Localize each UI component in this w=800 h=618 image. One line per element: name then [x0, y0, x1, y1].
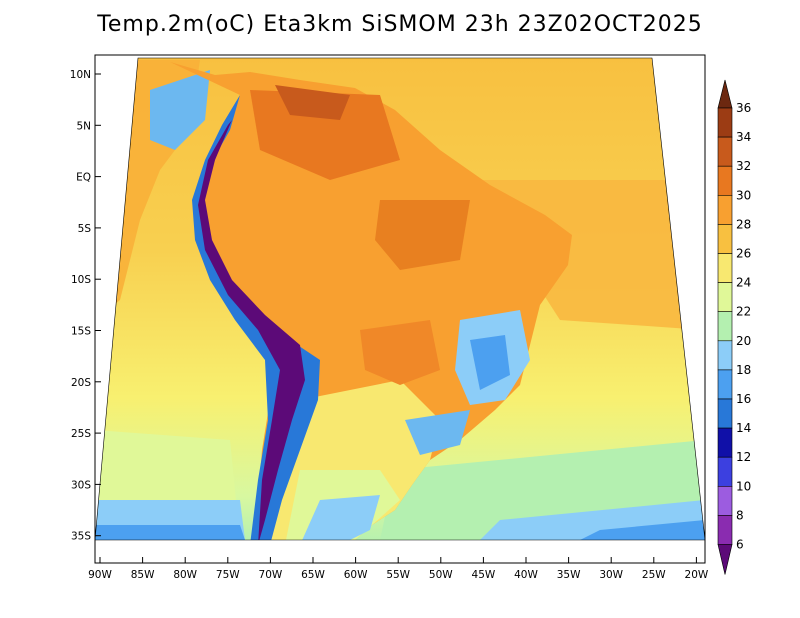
colorbar-label: 14 — [736, 421, 751, 435]
lon-tick-label: 20W — [685, 569, 709, 581]
colorbar-label: 26 — [736, 247, 751, 261]
lon-tick-label: 45W — [472, 569, 496, 581]
chart-title: Temp.2m(oC) Eta3km SiSMOM 23h 23Z02OCT20… — [97, 12, 703, 37]
colorbar-label: 22 — [736, 305, 751, 319]
colorbar-label: 30 — [736, 188, 751, 202]
colorbar-label: 8 — [736, 508, 744, 522]
lon-tick-label: 30W — [599, 569, 623, 581]
lon-tick-label: 40W — [514, 569, 538, 581]
lon-tick-label: 90W — [88, 569, 112, 581]
colorbar-label: 36 — [736, 101, 751, 115]
colorbar-label: 20 — [736, 334, 751, 348]
colorbar: 36 34 32 30 28 26 24 22 20 18 16 14 12 10 8 6 — [717, 79, 751, 575]
lat-tick-label: 20S — [71, 377, 91, 389]
colorbar-segment — [717, 398, 733, 429]
colorbar-segment — [717, 515, 733, 545]
colorbar-label: 24 — [736, 276, 751, 290]
colorbar-segment — [717, 107, 733, 138]
colorbar-label: 12 — [736, 450, 751, 464]
lon-tick-label: 70W — [259, 569, 283, 581]
lon-tick-label: 85W — [131, 569, 155, 581]
lat-tick-label: 15S — [71, 326, 91, 338]
lon-tick-label: 25W — [642, 569, 666, 581]
colorbar-label: 10 — [736, 479, 751, 493]
longitude-axis: 90W 85W 80W 75W 70W 65W 60W 55W 50W 45W 40W 35W 30W 2… — [88, 557, 709, 581]
lat-tick-label: 10S — [71, 274, 91, 286]
lon-tick-label: 55W — [386, 569, 410, 581]
colorbar-label: 34 — [736, 130, 751, 144]
colorbar-segment — [717, 224, 733, 254]
colorbar-segment — [717, 456, 733, 487]
colorbar-segment — [717, 485, 733, 516]
colorbar-max-arrow — [717, 79, 733, 109]
colorbar-label: 28 — [736, 217, 751, 231]
lat-tick-label: 30S — [71, 479, 91, 491]
lon-tick-label: 80W — [173, 569, 197, 581]
colorbar-segment — [717, 369, 733, 400]
colorbar-segment — [717, 427, 733, 458]
colorbar-segment — [717, 340, 733, 371]
colorbar-segment — [717, 253, 733, 283]
colorbar-segment — [717, 282, 733, 313]
lon-tick-label: 50W — [429, 569, 453, 581]
colorbar-segment — [717, 195, 733, 225]
lon-tick-label: 60W — [344, 569, 368, 581]
colorbar-label: 16 — [736, 392, 751, 406]
lon-tick-label: 35W — [557, 569, 581, 581]
lat-tick-label: 35S — [71, 531, 91, 543]
lat-tick-label: 5S — [78, 223, 92, 235]
latitude-axis: 10N 5N EQ 5S 10S 15S 20S 25S 30S 35S — [70, 69, 101, 543]
lon-tick-label: 75W — [216, 569, 240, 581]
colorbar-label: 32 — [736, 159, 751, 173]
colorbar-segment — [717, 165, 733, 196]
colorbar-segment — [717, 311, 733, 342]
colorbar-min-arrow — [717, 544, 733, 575]
lon-tick-label: 65W — [301, 569, 325, 581]
colorbar-label: 6 — [736, 538, 744, 552]
colorbar-label: 18 — [736, 363, 751, 377]
lat-tick-label: 25S — [71, 428, 91, 440]
lat-tick-label: 10N — [70, 69, 91, 81]
lat-tick-label: EQ — [76, 172, 91, 184]
plot-frame — [94, 54, 706, 564]
continent — [170, 62, 572, 540]
colorbar-segment — [717, 136, 733, 167]
lat-tick-label: 5N — [76, 120, 91, 132]
